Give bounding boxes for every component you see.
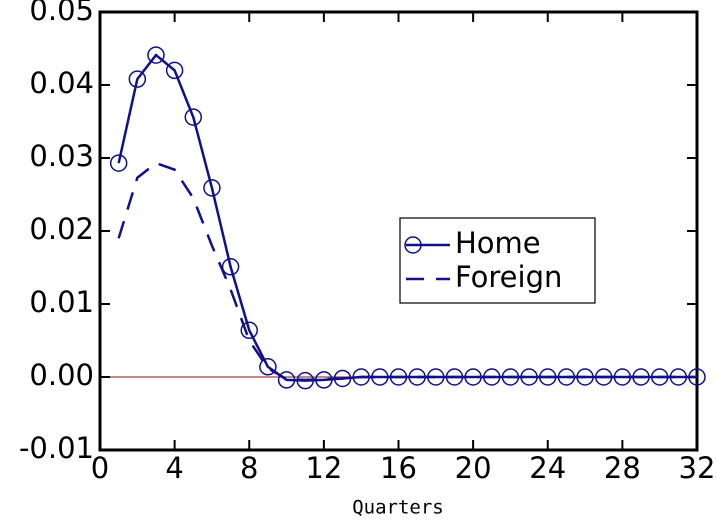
x-tick-label: 16: [380, 451, 417, 485]
y-tick-label: 0.04: [29, 66, 94, 100]
x-tick-label: 8: [240, 451, 258, 485]
marker: [240, 321, 258, 340]
y-tick-label: -0.01: [19, 431, 94, 465]
marker: [147, 46, 165, 64]
marker: [165, 61, 184, 80]
y-tick-label: 0.00: [29, 358, 94, 392]
x-tick-label: 32: [679, 451, 716, 485]
x-tick-label: 20: [455, 451, 492, 485]
x-tick-label: 0: [91, 451, 109, 485]
plot-frame: [98, 10, 699, 452]
legend-label: Foreign: [455, 260, 562, 294]
x-axis-label: Quarters: [352, 497, 444, 519]
legend-box: [399, 217, 596, 304]
legend-marker: [404, 236, 422, 254]
y-tick-label: 0.05: [29, 0, 94, 27]
marker: [128, 70, 147, 88]
marker: [259, 358, 277, 376]
y-tick-label: 0.01: [29, 285, 94, 319]
marker: [184, 108, 203, 126]
x-tick-label: 28: [604, 451, 641, 485]
legend-label: Home: [455, 226, 541, 260]
x-tick-label: 4: [165, 451, 183, 485]
series-line: [117, 161, 697, 382]
x-tick-label: 12: [305, 451, 342, 485]
marker: [203, 179, 221, 197]
marker: [109, 154, 128, 172]
marker: [277, 371, 296, 389]
x-tick-label: 24: [529, 451, 566, 485]
y-tick-label: 0.03: [29, 139, 94, 173]
y-tick-label: 0.02: [29, 212, 94, 246]
marker: [221, 258, 240, 276]
